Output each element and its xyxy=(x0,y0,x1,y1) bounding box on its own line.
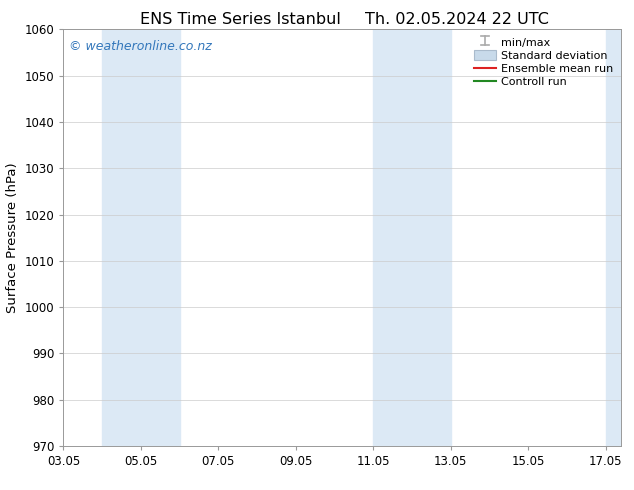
Text: Th. 02.05.2024 22 UTC: Th. 02.05.2024 22 UTC xyxy=(365,12,548,27)
Legend: min/max, Standard deviation, Ensemble mean run, Controll run: min/max, Standard deviation, Ensemble me… xyxy=(471,35,616,90)
Bar xyxy=(606,29,621,446)
Bar xyxy=(373,29,451,446)
Bar xyxy=(102,29,179,446)
Y-axis label: Surface Pressure (hPa): Surface Pressure (hPa) xyxy=(6,162,19,313)
Text: © weatheronline.co.nz: © weatheronline.co.nz xyxy=(69,40,212,53)
Text: ENS Time Series Istanbul: ENS Time Series Istanbul xyxy=(141,12,341,27)
